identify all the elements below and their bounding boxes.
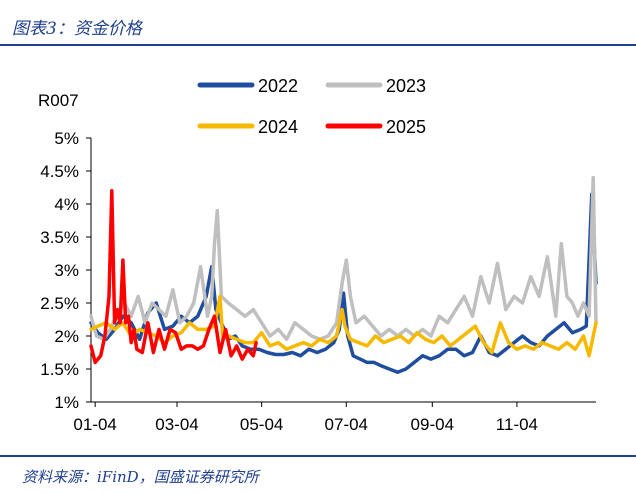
- legend-label: 2022: [258, 76, 298, 96]
- x-tick-label: 07-04: [325, 415, 368, 434]
- x-tick-label: 03-04: [155, 415, 198, 434]
- y-axis-label: R007: [38, 91, 79, 110]
- y-tick-label: 3.5%: [40, 228, 79, 247]
- x-tick-label: 11-04: [496, 415, 538, 434]
- legend-label: 2024: [258, 117, 298, 137]
- y-tick-label: 4.5%: [40, 162, 79, 181]
- plot-area: 1% 1.5% 2% 2.5% 3% 3.5% 4% 4.5% 5% R007 01-04 03-04…: [38, 76, 598, 434]
- source-note: 资料来源：iFinD，国盛证券研究所: [22, 468, 259, 486]
- figure-footer: 资料来源：iFinD，国盛证券研究所: [0, 455, 636, 494]
- y-tick-label: 1.5%: [40, 360, 79, 379]
- legend-item-2023: 2023: [325, 76, 426, 96]
- y-tick-label: 5%: [54, 129, 79, 148]
- series-line-2023: [89, 175, 598, 342]
- series-line-2024: [89, 294, 598, 358]
- series-line-2025: [89, 189, 258, 365]
- legend-label: 2025: [386, 117, 426, 137]
- legend-item-2025: 2025: [325, 117, 426, 137]
- y-tick-label: 4%: [54, 195, 79, 214]
- legend-item-2022: 2022: [197, 76, 298, 96]
- y-tick-label: 2.5%: [40, 294, 79, 313]
- y-tick-label: 2%: [54, 327, 79, 346]
- figure-title: 图表3：资金价格: [12, 19, 142, 39]
- legend-label: 2023: [386, 76, 426, 96]
- legend-item-2024: 2024: [197, 117, 298, 137]
- y-tick-label: 3%: [54, 261, 79, 280]
- x-tick-label: 09-04: [411, 415, 454, 434]
- x-tick-label: 01-04: [73, 415, 116, 434]
- chart: 1% 1.5% 2% 2.5% 3% 3.5% 4% 4.5% 5% R007 01-04 03-04…: [38, 76, 598, 434]
- y-tick-label: 1%: [54, 393, 79, 412]
- x-tick-label: 05-04: [240, 415, 283, 434]
- figure-header: 图表3：资金价格: [0, 0, 636, 46]
- series-line-2022: [89, 192, 598, 375]
